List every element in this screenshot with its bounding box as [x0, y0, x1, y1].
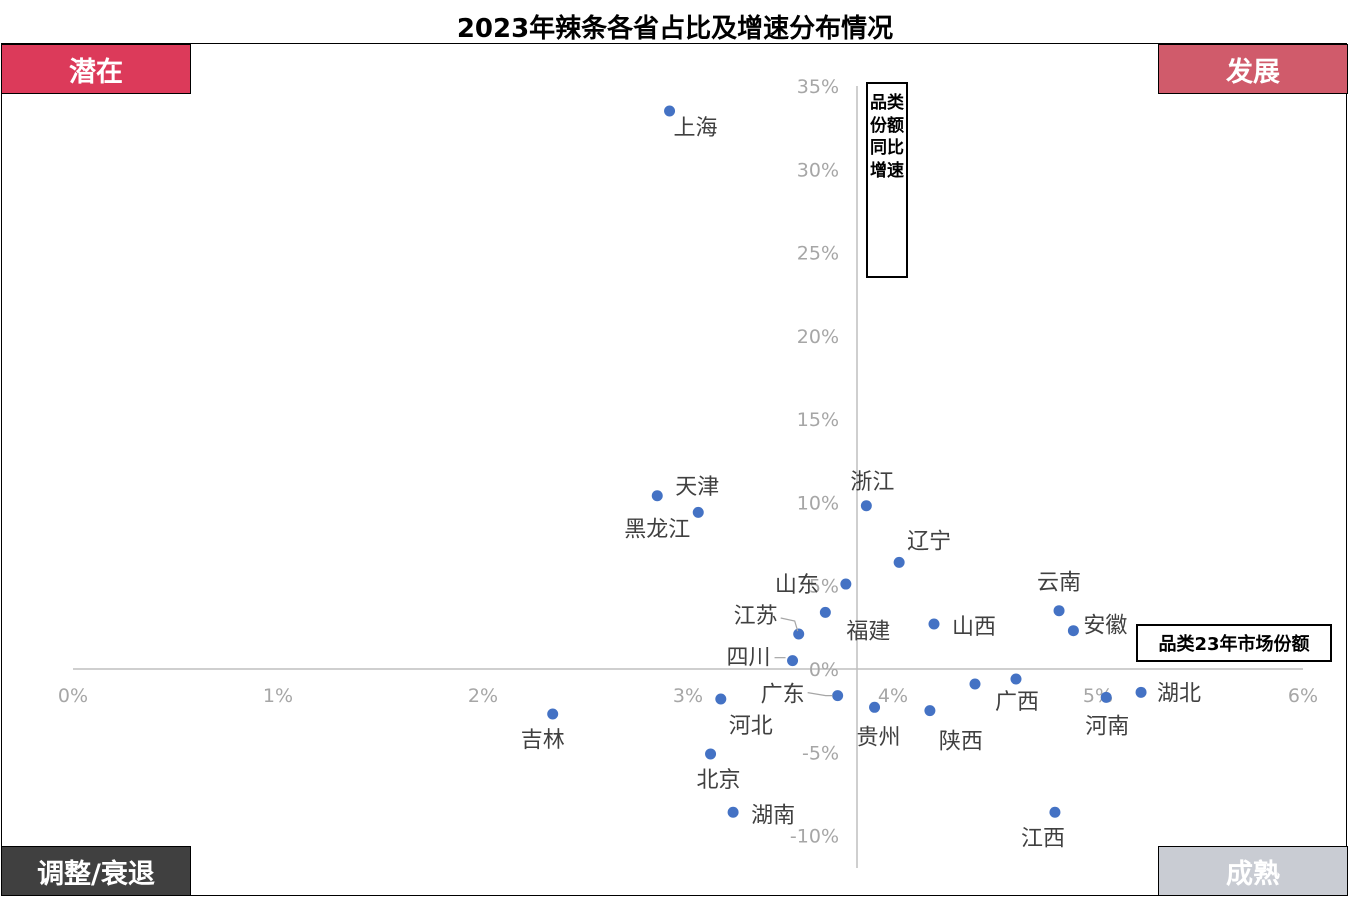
data-point: [969, 678, 981, 690]
point-label: 湖南: [751, 803, 795, 828]
data-point: [819, 606, 831, 618]
point-label: 广东: [761, 683, 805, 708]
x-tick-label: 4%: [878, 685, 908, 707]
y-tick-label: 10%: [797, 492, 839, 514]
point-label: 河南: [1085, 714, 1129, 739]
data-point: [1053, 605, 1065, 617]
y-tick-label: 5%: [809, 576, 839, 598]
point-label: 湖北: [1157, 681, 1201, 706]
point-label: 云南: [1037, 571, 1081, 596]
y-tick-label: -5%: [802, 742, 839, 764]
point-label: 安徽: [1083, 614, 1127, 639]
point-label: 上海: [674, 116, 718, 141]
point-label: 江苏: [734, 604, 778, 629]
y-tick-label: 0%: [809, 659, 839, 681]
data-point: [692, 506, 704, 518]
data-point: [860, 500, 872, 512]
quadrant-label-mature: 成熟: [1158, 846, 1348, 896]
data-point: [727, 806, 739, 818]
data-point: [547, 708, 559, 720]
label-leader-line: [807, 692, 833, 697]
quadrant-label-development: 发展: [1158, 44, 1348, 94]
point-label: 山东: [775, 573, 819, 598]
point-label: 河北: [729, 714, 773, 739]
label-leader-line: [780, 617, 799, 632]
x-tick-label: 0%: [58, 685, 88, 707]
point-label: 陕西: [939, 730, 983, 755]
point-label: 北京: [697, 768, 741, 793]
data-point: [840, 578, 852, 590]
y-tick-label: 35%: [797, 76, 839, 98]
data-point: [651, 490, 663, 502]
point-label: 浙江: [850, 470, 894, 495]
data-point: [664, 105, 676, 117]
data-point: [924, 705, 936, 717]
y-tick-label: 15%: [797, 409, 839, 431]
data-point: [1135, 686, 1147, 698]
y-tick-label: 25%: [797, 243, 839, 265]
x-axis-title: 品类23年市场份额: [1136, 624, 1332, 662]
point-label: 江西: [1021, 826, 1065, 851]
data-point: [869, 701, 881, 713]
data-point: [787, 655, 799, 667]
data-point: [1049, 806, 1061, 818]
y-tick-label: -10%: [790, 826, 839, 848]
y-tick-label: 20%: [797, 326, 839, 348]
data-point: [715, 693, 727, 705]
data-point: [793, 628, 805, 640]
point-label: 四川: [727, 646, 771, 671]
data-point: [893, 556, 905, 568]
data-point: [1010, 673, 1022, 685]
data-point: [705, 748, 717, 760]
y-tick-label: 30%: [797, 159, 839, 181]
data-point: [928, 618, 940, 630]
data-point: [1100, 691, 1112, 703]
point-label: 黑龙江: [624, 517, 690, 542]
point-label: 贵州: [857, 725, 901, 750]
x-tick-label: 6%: [1288, 685, 1318, 707]
point-label: 吉林: [521, 728, 565, 753]
y-tick-label: -15%: [790, 909, 839, 910]
quadrant-label-adjust-decline: 调整/衰退: [1, 846, 191, 896]
x-tick-label: 3%: [673, 685, 703, 707]
x-tick-label: 1%: [263, 685, 293, 707]
point-label: 山西: [952, 615, 996, 640]
x-tick-label: 2%: [468, 685, 498, 707]
y-axis-title: 品类份额同比增速: [866, 82, 908, 278]
point-label: 天津: [675, 475, 719, 500]
chart-frame: [1, 43, 1347, 896]
data-point: [1067, 625, 1079, 637]
chart-title: 2023年辣条各省占比及增速分布情况: [456, 14, 894, 44]
data-point: [832, 690, 844, 702]
point-label: 福建: [846, 619, 890, 644]
quadrant-label-potential: 潜在: [1, 44, 191, 94]
point-label: 辽宁: [907, 529, 951, 554]
point-label: 广西: [995, 690, 1039, 715]
